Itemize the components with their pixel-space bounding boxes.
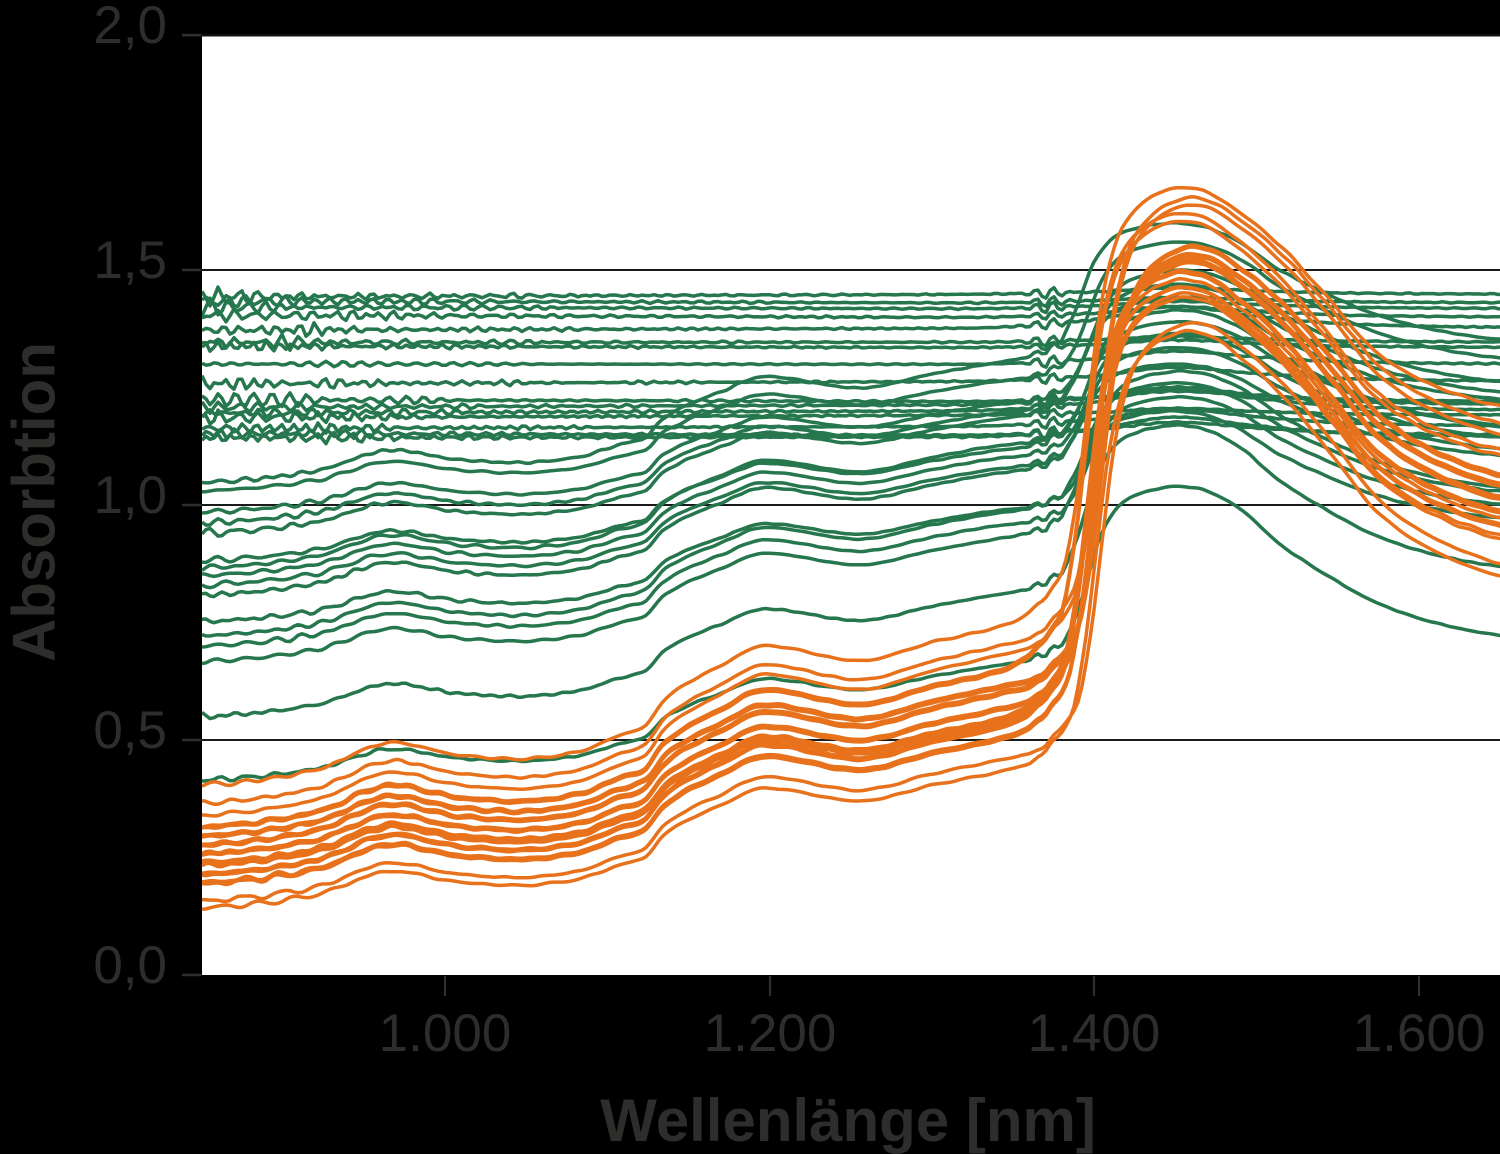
svg-text:1.600: 1.600 bbox=[1353, 1004, 1486, 1063]
svg-text:1.200: 1.200 bbox=[704, 1004, 837, 1063]
svg-text:1,5: 1,5 bbox=[93, 231, 167, 290]
svg-text:1,0: 1,0 bbox=[93, 466, 167, 525]
svg-text:2,0: 2,0 bbox=[93, 0, 167, 55]
svg-text:Wellenlänge [nm]: Wellenlänge [nm] bbox=[600, 1087, 1096, 1154]
svg-text:0,5: 0,5 bbox=[93, 701, 167, 760]
svg-text:0,0: 0,0 bbox=[93, 936, 167, 995]
svg-text:1.000: 1.000 bbox=[379, 1004, 512, 1063]
svg-text:1.400: 1.400 bbox=[1028, 1004, 1161, 1063]
svg-text:Absorbtion: Absorbtion bbox=[1, 342, 68, 662]
